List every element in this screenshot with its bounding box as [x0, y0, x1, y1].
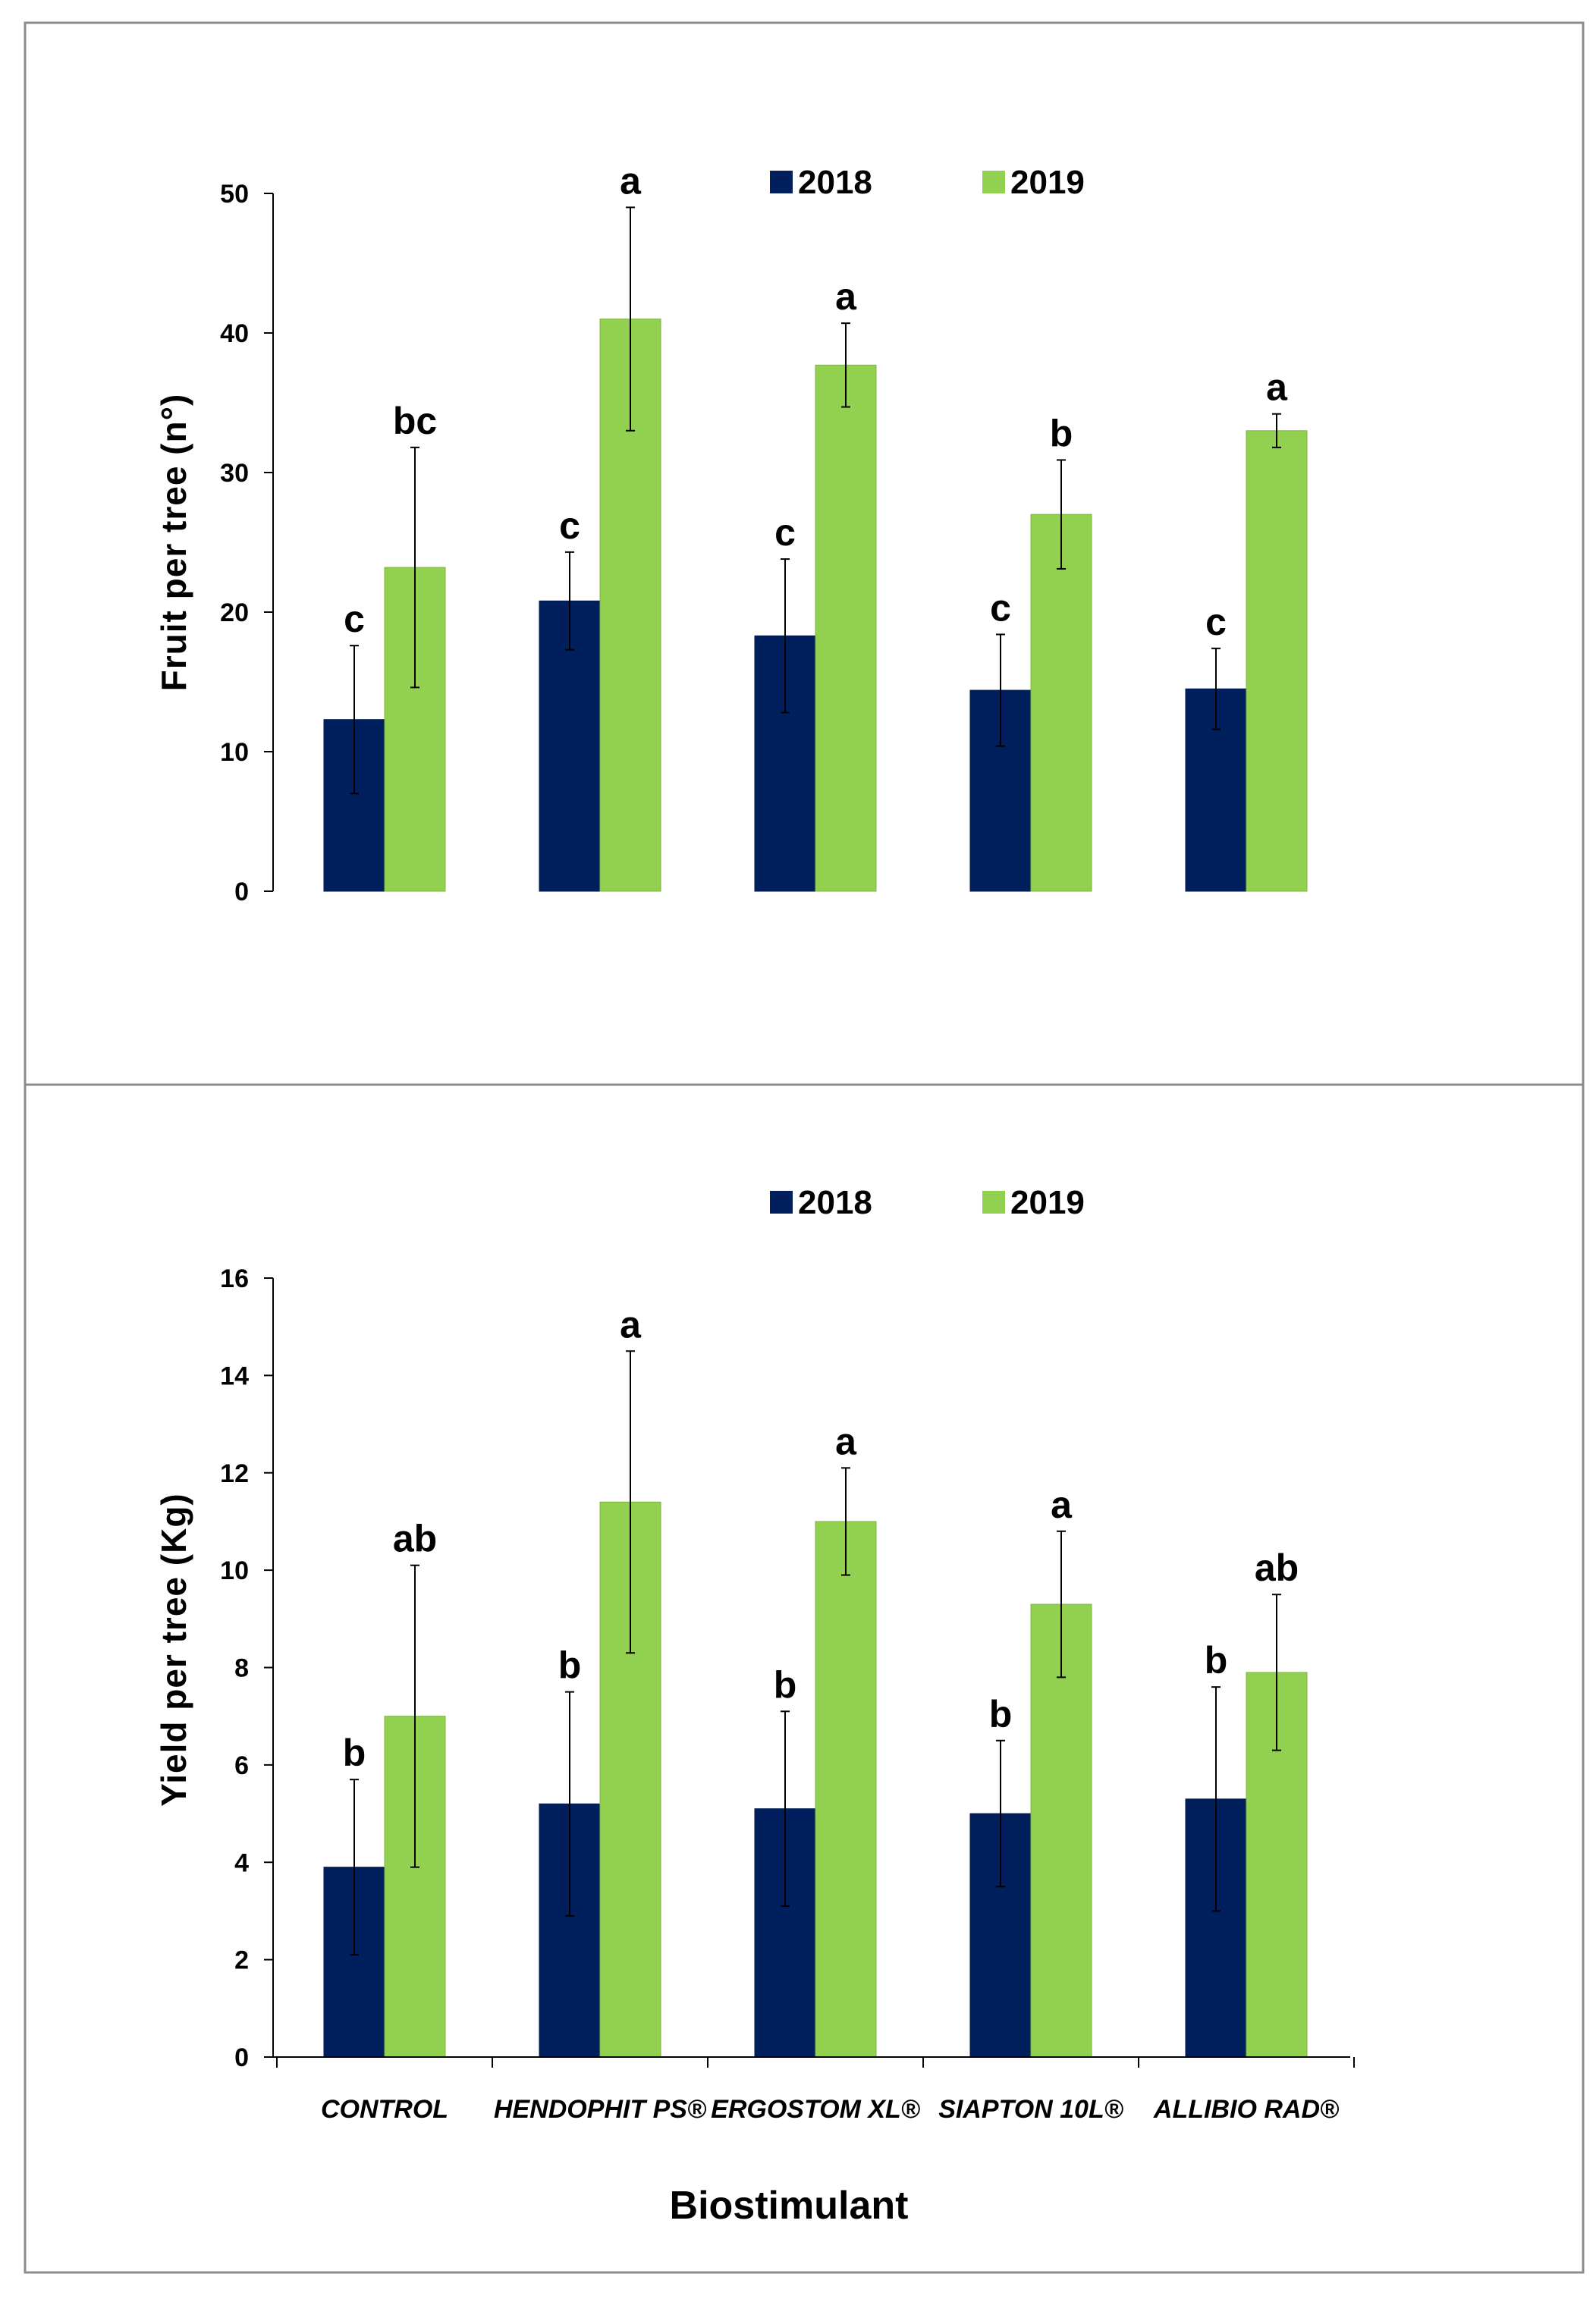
legend-swatch-2018	[770, 171, 793, 193]
bar-2019-5	[1246, 430, 1308, 892]
legend: 2018 2019	[770, 1184, 1085, 1221]
significance-letter: c	[774, 511, 796, 554]
x-tick-label: CONTROL	[321, 2095, 448, 2124]
bars	[323, 319, 1308, 892]
x-tick-label: ALLIBIO RAD®	[1153, 2095, 1340, 2124]
y-tick-label: 20	[220, 598, 249, 627]
significance-letter: a	[1266, 366, 1288, 409]
significance-letter: a	[835, 275, 857, 318]
y-tick-label: 12	[220, 1459, 249, 1488]
bar-2019-4	[1030, 1603, 1092, 2058]
significance-letter: a	[620, 159, 642, 202]
y-tick-label: 30	[220, 459, 249, 488]
significance-letter: a	[620, 1303, 642, 1346]
y-tick-label: 4	[234, 1848, 249, 1877]
y-axis-title: Fruit per tree (n°)	[154, 394, 193, 692]
significance-letter: c	[990, 586, 1011, 629]
bar-2019-3	[815, 364, 877, 892]
error-bars	[350, 1350, 1281, 1956]
bars	[323, 1501, 1308, 2058]
significance-letter: b	[989, 1693, 1013, 1735]
y-tick-label: 10	[220, 738, 249, 767]
significance-letter: b	[1050, 412, 1073, 454]
significance-letter: ab	[393, 1518, 437, 1560]
y-ticks: 0 10 20 30 40 50	[220, 180, 273, 906]
significance-letter: c	[344, 598, 365, 640]
significance-letter: c	[559, 504, 580, 547]
x-tick-label: HENDOPHIT PS®	[494, 2095, 707, 2124]
bottom-panel-frame	[24, 1083, 1585, 2274]
x-tick-label: SIAPTON 10L®	[938, 2095, 1124, 2124]
x-axis-title: Biostimulant	[670, 2184, 909, 2228]
y-tick-label: 16	[220, 1264, 249, 1293]
error-bars	[350, 206, 1281, 795]
bar-2018-5	[1185, 688, 1247, 892]
legend: 2018 2019	[770, 164, 1085, 201]
y-tick-label: 10	[220, 1556, 249, 1585]
legend-swatch-2019	[982, 1191, 1005, 1214]
legend-label-2019: 2019	[1010, 164, 1085, 201]
bar-2019-3	[815, 1521, 877, 2058]
legend-swatch-2019	[982, 171, 1005, 193]
legend-label-2018: 2018	[798, 164, 872, 201]
y-tick-label: 14	[220, 1361, 249, 1390]
significance-letter: a	[835, 1420, 857, 1462]
y-tick-label: 6	[234, 1751, 249, 1780]
significance-letter: c	[1205, 601, 1227, 643]
legend-label-2018: 2018	[798, 1184, 872, 1221]
y-tick-label: 2	[234, 1946, 249, 1975]
significance-letter: b	[558, 1644, 582, 1687]
significance-letter: bc	[393, 400, 437, 442]
y-tick-label: 8	[234, 1654, 249, 1683]
significance-letter: a	[1051, 1484, 1073, 1526]
x-tick-label: ERGOSTOM XL®	[711, 2095, 921, 2124]
bar-2019-4	[1030, 514, 1092, 892]
significance-letter: b	[774, 1663, 797, 1706]
significance-letter: b	[1205, 1639, 1228, 1682]
y-ticks: 0 2 4 6 8 10 12 14 16	[220, 1264, 273, 2072]
x-ticks: CONTROL HENDOPHIT PS® ERGOSTOM XL® SIAPTON …	[276, 2057, 1355, 2124]
y-tick-label: 40	[220, 319, 249, 348]
significance-letter: b	[343, 1732, 366, 1774]
legend-swatch-2018	[770, 1191, 793, 1214]
y-axis-title: Yield per tree (Kg)	[154, 1493, 193, 1806]
y-tick-label: 0	[234, 2043, 249, 2072]
y-tick-label: 50	[220, 180, 249, 209]
y-tick-label: 0	[234, 878, 249, 906]
legend-label-2019: 2019	[1010, 1184, 1085, 1221]
significance-letter: ab	[1255, 1547, 1299, 1589]
